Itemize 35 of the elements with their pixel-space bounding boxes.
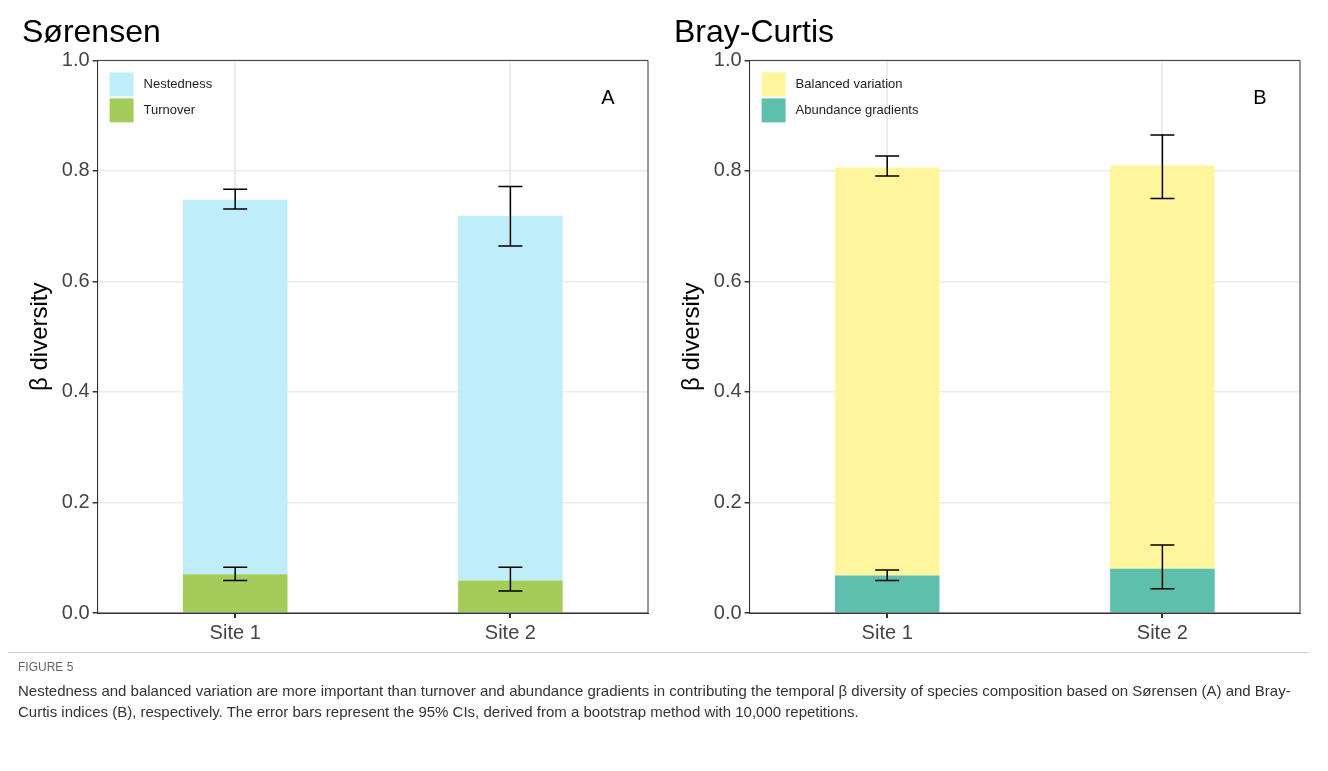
bar [834, 167, 940, 576]
bar [1110, 568, 1215, 613]
legend-label: Balanced variation [795, 75, 903, 91]
y-tick-label: 0.6 [61, 268, 90, 291]
y-tick-label: 1.0 [61, 47, 90, 70]
y-tick-label: 0.8 [61, 158, 90, 181]
x-tick-label: Site 1 [209, 620, 261, 643]
y-tick-label: 0.4 [713, 379, 742, 402]
bar [1110, 165, 1215, 569]
y-tick-label: 0.8 [713, 158, 742, 181]
chart-title: Sørensen [22, 13, 161, 50]
y-axis-title: β diversity [25, 282, 53, 391]
y-tick-label: 0.6 [713, 268, 742, 291]
y-tick-label: 0.2 [713, 490, 742, 512]
x-tick-label: Site 2 [1136, 620, 1188, 643]
y-tick-label: 0.2 [61, 490, 90, 512]
annotation: B [1253, 85, 1267, 108]
bar [182, 199, 288, 575]
legend-label: Turnover [143, 101, 196, 117]
annotation: A [601, 85, 616, 108]
x-tick-label: Site 1 [861, 620, 913, 643]
x-tick-label: Site 2 [484, 620, 536, 643]
bar [834, 575, 940, 613]
chart-title: Bray-Curtis [674, 13, 835, 50]
legend-label: Abundance gradients [795, 101, 919, 117]
y-tick-label: 0.0 [713, 600, 742, 623]
y-tick-label: 0.4 [61, 379, 90, 402]
y-axis-title: β diversity [677, 282, 705, 391]
bar [182, 574, 288, 613]
legend-label: Nestedness [143, 75, 213, 91]
bar [458, 580, 563, 613]
y-tick-label: 0.0 [61, 600, 90, 623]
caption: FIGURE 5 [18, 659, 75, 676]
text: Nestedness and balanced variation are more important than turnover and abundance gradients in contributing the temporal β diversity of species composition based on Sørensen (A) and Bray-Curtis indices (B), respectively. The error bars represent the 95% CIs, derived from a bootstrap method with 10,000 repetitions. [18, 680, 1292, 722]
bar [458, 215, 563, 581]
